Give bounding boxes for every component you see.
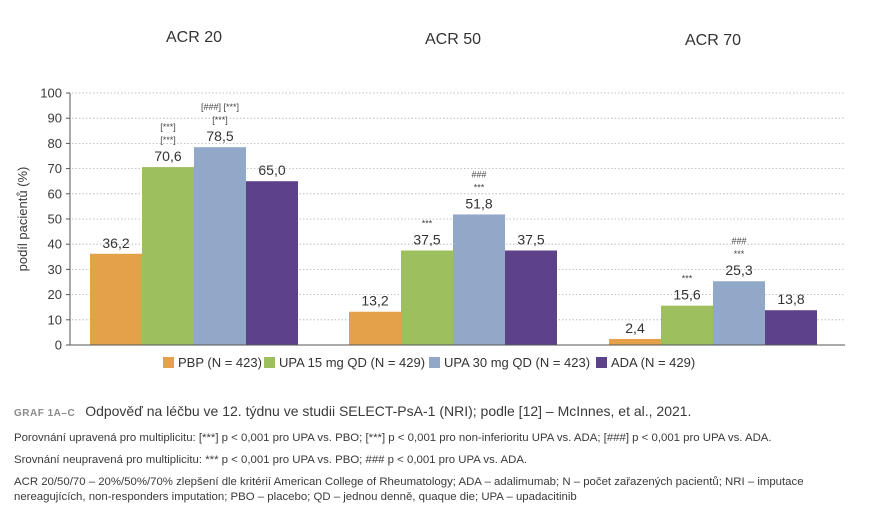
figure-tag: GRAF 1A–C — [14, 408, 76, 419]
y-tick-label: 0 — [55, 338, 62, 353]
legend-swatch — [163, 357, 174, 368]
y-tick-label: 90 — [48, 111, 62, 126]
y-tick-label: 50 — [48, 212, 62, 227]
figure-caption-title: GRAF 1A–C Odpověď na léčbu ve 12. týdnu v… — [14, 404, 874, 421]
bar — [609, 338, 661, 345]
bar — [661, 305, 713, 345]
bar — [453, 214, 505, 345]
y-tick-label: 60 — [48, 186, 62, 201]
data-label: 13,2 — [361, 293, 388, 309]
data-label: 13,8 — [777, 291, 804, 307]
data-label: 15,6 — [673, 287, 700, 303]
caption-abbreviations: ACR 20/50/70 – 20%/50%/70% zlepšení dle … — [14, 476, 804, 503]
bar — [194, 147, 246, 345]
significance-marker: *** — [734, 249, 745, 259]
significance-marker: [***] — [212, 115, 228, 125]
legend-label: ADA (N = 429) — [611, 355, 695, 370]
data-label: 25,3 — [725, 262, 752, 278]
y-tick-label: 30 — [48, 262, 62, 277]
bar — [505, 250, 557, 345]
caption-note-adjusted: Porovnání upravená pro multiplicitu: [**… — [14, 432, 772, 444]
y-tick-label: 100 — [40, 86, 62, 101]
bar — [765, 310, 817, 345]
bar — [246, 181, 298, 345]
bar — [713, 281, 765, 345]
significance-marker: [***] — [160, 122, 176, 132]
y-tick-label: 20 — [48, 287, 62, 302]
group-title: ACR 50 — [425, 31, 481, 48]
group-title: ACR 20 — [166, 29, 222, 46]
legend-label: UPA 30 mg QD (N = 423) — [444, 355, 590, 370]
significance-marker: [***] — [160, 135, 176, 145]
significance-marker: *** — [682, 274, 693, 284]
data-label: 36,2 — [102, 235, 129, 251]
bar — [349, 311, 401, 345]
data-label: 37,5 — [517, 232, 544, 248]
y-axis-label: podíl pacientů (%) — [15, 167, 30, 272]
legend-swatch — [596, 357, 607, 368]
bar — [90, 253, 142, 345]
significance-marker: ### — [471, 169, 486, 179]
y-tick-label: 40 — [48, 237, 62, 252]
data-label: 70,6 — [154, 148, 181, 164]
data-label: 65,0 — [258, 162, 285, 178]
data-label: 37,5 — [413, 232, 440, 248]
legend-swatch — [264, 357, 275, 368]
data-label: 51,8 — [465, 195, 492, 211]
bar-chart: 0 10 20 30 40 50 60 70 80 90 100 podíl pacientů (%)… — [15, 29, 845, 370]
data-label: 78,5 — [206, 128, 233, 144]
legend-swatch — [429, 357, 440, 368]
group-title: ACR 70 — [685, 32, 741, 49]
data-label: 2,4 — [625, 320, 645, 336]
y-tick-label: 10 — [48, 312, 62, 327]
caption-note-unadjusted: Srovnání neupravená pro multiplicitu: **… — [14, 454, 528, 466]
legend-label: PBP (N = 423) — [178, 355, 262, 370]
y-tick-label: 70 — [48, 161, 62, 176]
legend-label: UPA 15 mg QD (N = 429) — [279, 355, 425, 370]
significance-marker: [###] [***] — [201, 102, 239, 112]
y-tick-label: 80 — [48, 136, 62, 151]
significance-marker: *** — [422, 219, 433, 229]
bar — [142, 167, 194, 345]
significance-marker: ### — [731, 236, 746, 246]
significance-marker: *** — [474, 182, 485, 192]
bar — [401, 250, 453, 345]
figure-title: Odpověď na léčbu ve 12. týdnu ve studii … — [85, 403, 692, 419]
